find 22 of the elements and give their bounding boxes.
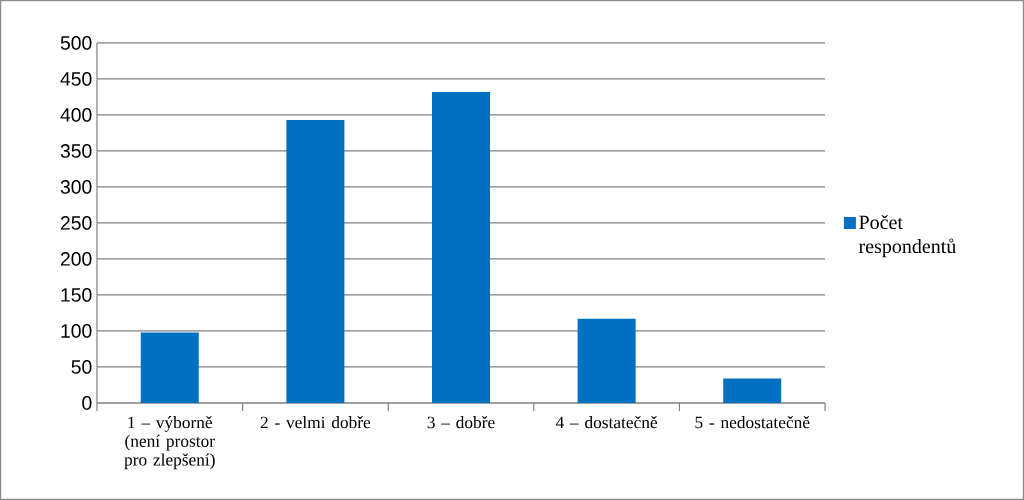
bar [432,91,490,404]
y-tick-label: 500 [60,36,92,50]
bar [577,318,636,404]
y-tick-label: 400 [60,108,92,122]
y-tick-label: 300 [60,180,92,194]
y-tick-label: 350 [60,144,92,158]
y-tick-label: 0 [82,396,92,410]
x-tick-label: 4 – dostatečně [555,416,658,429]
bar [140,332,199,404]
y-tick-label: 100 [61,324,92,338]
y-tick-label: 150 [61,288,92,302]
legend-label: Počet respondentů [858,215,956,258]
y-tick-label: 50 [71,360,92,374]
bar [723,378,782,404]
x-tick-label: 3 – dobře [427,416,495,429]
x-tick-label: 5 - nedostatečně [695,416,810,429]
x-tick-label: 1 – výborně (není prostor pro zlepšení) [124,416,215,470]
y-tick-label: 250 [60,216,92,230]
bar [286,120,345,404]
y-tick-label: 450 [60,72,92,86]
y-tick-label: 200 [60,252,92,266]
x-tick-label: 2 - velmi dobře [260,416,371,429]
